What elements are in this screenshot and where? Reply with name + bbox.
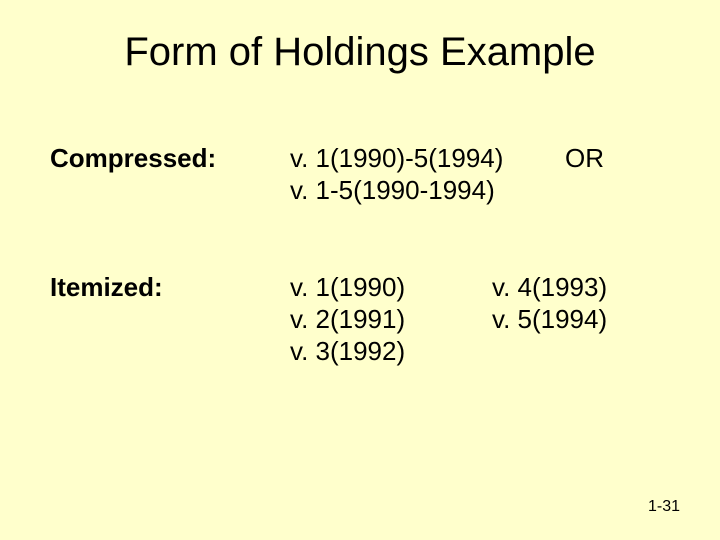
itemized-col1-line1: v. 1(1990) bbox=[290, 272, 405, 303]
compressed-line1: v. 1(1990)-5(1994) bbox=[290, 143, 503, 174]
slide-title: Form of Holdings Example bbox=[0, 30, 720, 75]
itemized-col1-line2: v. 2(1991) bbox=[290, 304, 405, 335]
itemized-label: Itemized: bbox=[50, 272, 163, 303]
slide: Form of Holdings Example Compressed: v. … bbox=[0, 0, 720, 540]
compressed-label: Compressed: bbox=[50, 143, 216, 174]
compressed-line2: v. 1-5(1990-1994) bbox=[290, 175, 495, 206]
itemized-col2-line1: v. 4(1993) bbox=[492, 272, 607, 303]
itemized-col2-line2: v. 5(1994) bbox=[492, 304, 607, 335]
itemized-col1-line3: v. 3(1992) bbox=[290, 336, 405, 367]
compressed-or: OR bbox=[565, 143, 604, 174]
page-number: 1-31 bbox=[648, 498, 680, 516]
